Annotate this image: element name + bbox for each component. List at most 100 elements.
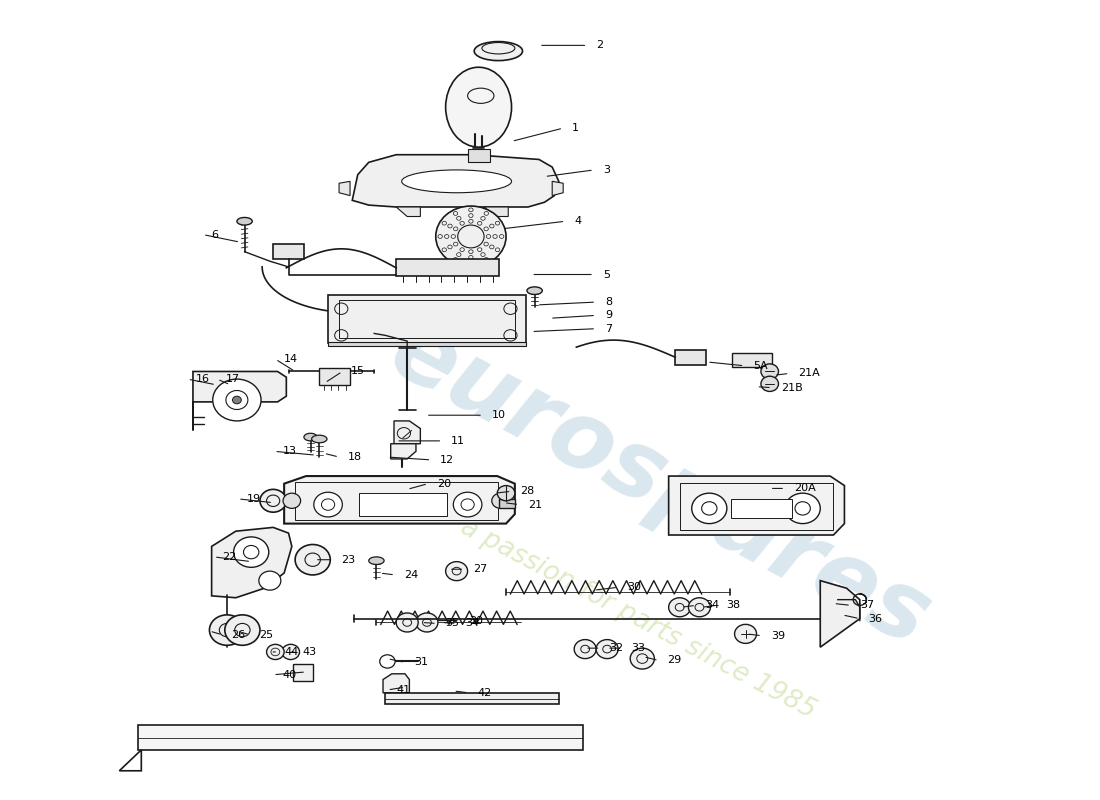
Text: 34: 34	[465, 618, 480, 629]
Circle shape	[574, 639, 596, 658]
Text: 2: 2	[596, 40, 603, 50]
Text: 28: 28	[520, 486, 535, 496]
Text: 21: 21	[528, 499, 542, 510]
Text: 18: 18	[348, 452, 362, 462]
Ellipse shape	[446, 67, 512, 147]
Text: 15: 15	[351, 366, 365, 377]
Polygon shape	[352, 154, 559, 207]
Text: 20A: 20A	[794, 483, 815, 494]
Text: 32: 32	[609, 643, 624, 653]
Text: 42: 42	[477, 688, 492, 698]
Ellipse shape	[311, 435, 327, 442]
Circle shape	[209, 615, 244, 646]
Text: 21B: 21B	[781, 382, 803, 393]
Circle shape	[416, 613, 438, 632]
Ellipse shape	[402, 170, 512, 193]
Text: 27: 27	[473, 564, 487, 574]
Circle shape	[669, 598, 691, 617]
Circle shape	[761, 364, 779, 379]
Bar	[359, 493, 447, 516]
Bar	[680, 482, 834, 530]
Polygon shape	[821, 581, 860, 647]
Circle shape	[260, 490, 286, 512]
Text: 31: 31	[414, 658, 428, 667]
Text: 38: 38	[726, 600, 740, 610]
Polygon shape	[385, 693, 559, 704]
Text: 10: 10	[492, 410, 506, 420]
Text: 5A: 5A	[754, 361, 768, 370]
Polygon shape	[394, 421, 420, 444]
Circle shape	[232, 396, 241, 404]
Text: 39: 39	[771, 630, 785, 641]
Text: 16: 16	[196, 374, 210, 384]
Text: 37: 37	[860, 600, 873, 610]
Text: 12: 12	[440, 455, 454, 465]
Text: 41: 41	[396, 685, 410, 695]
Text: 5: 5	[603, 270, 609, 279]
Bar	[499, 499, 515, 508]
Ellipse shape	[368, 557, 384, 565]
Text: 21A: 21A	[799, 368, 820, 378]
Ellipse shape	[527, 287, 542, 294]
Text: 4: 4	[574, 216, 581, 226]
Text: 7: 7	[605, 324, 612, 334]
Text: 11: 11	[451, 436, 465, 446]
Text: 22: 22	[222, 552, 236, 562]
Circle shape	[379, 654, 395, 668]
Circle shape	[689, 598, 711, 617]
Text: 20: 20	[437, 478, 451, 489]
Circle shape	[314, 492, 342, 517]
Text: 34: 34	[705, 600, 719, 610]
Text: 29: 29	[668, 655, 682, 666]
Text: 6: 6	[211, 230, 219, 239]
Text: 30: 30	[627, 582, 641, 592]
Polygon shape	[284, 476, 515, 523]
Bar	[328, 342, 526, 346]
Circle shape	[224, 615, 260, 646]
Text: 35: 35	[446, 618, 460, 629]
Circle shape	[692, 493, 727, 523]
Text: 19: 19	[246, 494, 261, 504]
Circle shape	[453, 492, 482, 517]
Polygon shape	[339, 182, 350, 195]
Text: 44: 44	[284, 647, 298, 657]
Ellipse shape	[236, 218, 252, 225]
Polygon shape	[192, 371, 286, 430]
Bar	[273, 244, 304, 259]
Polygon shape	[552, 182, 563, 195]
Text: eurospares: eurospares	[374, 305, 945, 666]
Text: 9: 9	[605, 310, 612, 320]
Bar	[295, 482, 498, 520]
Text: 14: 14	[284, 354, 298, 364]
Circle shape	[258, 571, 280, 590]
Polygon shape	[396, 207, 420, 217]
Polygon shape	[390, 444, 416, 459]
Text: 13: 13	[283, 446, 297, 456]
Circle shape	[436, 206, 506, 267]
Bar	[319, 368, 350, 385]
Text: 23: 23	[341, 554, 355, 565]
Text: 25: 25	[258, 630, 273, 640]
Polygon shape	[211, 527, 292, 598]
Text: 3: 3	[603, 165, 609, 175]
Polygon shape	[383, 674, 409, 693]
Circle shape	[630, 648, 654, 669]
Text: 36: 36	[869, 614, 882, 624]
Circle shape	[295, 545, 330, 575]
Text: 8: 8	[605, 297, 612, 307]
Circle shape	[446, 562, 468, 581]
Circle shape	[761, 376, 779, 391]
Circle shape	[735, 624, 757, 643]
Circle shape	[212, 379, 261, 421]
Text: 43: 43	[302, 647, 317, 657]
Text: 24: 24	[404, 570, 418, 580]
Circle shape	[266, 644, 284, 659]
Circle shape	[396, 613, 418, 632]
Bar	[328, 295, 526, 343]
Bar	[468, 149, 490, 162]
Circle shape	[497, 486, 515, 501]
Text: 40: 40	[282, 670, 296, 680]
Text: 30: 30	[469, 615, 483, 626]
Circle shape	[492, 493, 509, 508]
Circle shape	[283, 493, 300, 508]
